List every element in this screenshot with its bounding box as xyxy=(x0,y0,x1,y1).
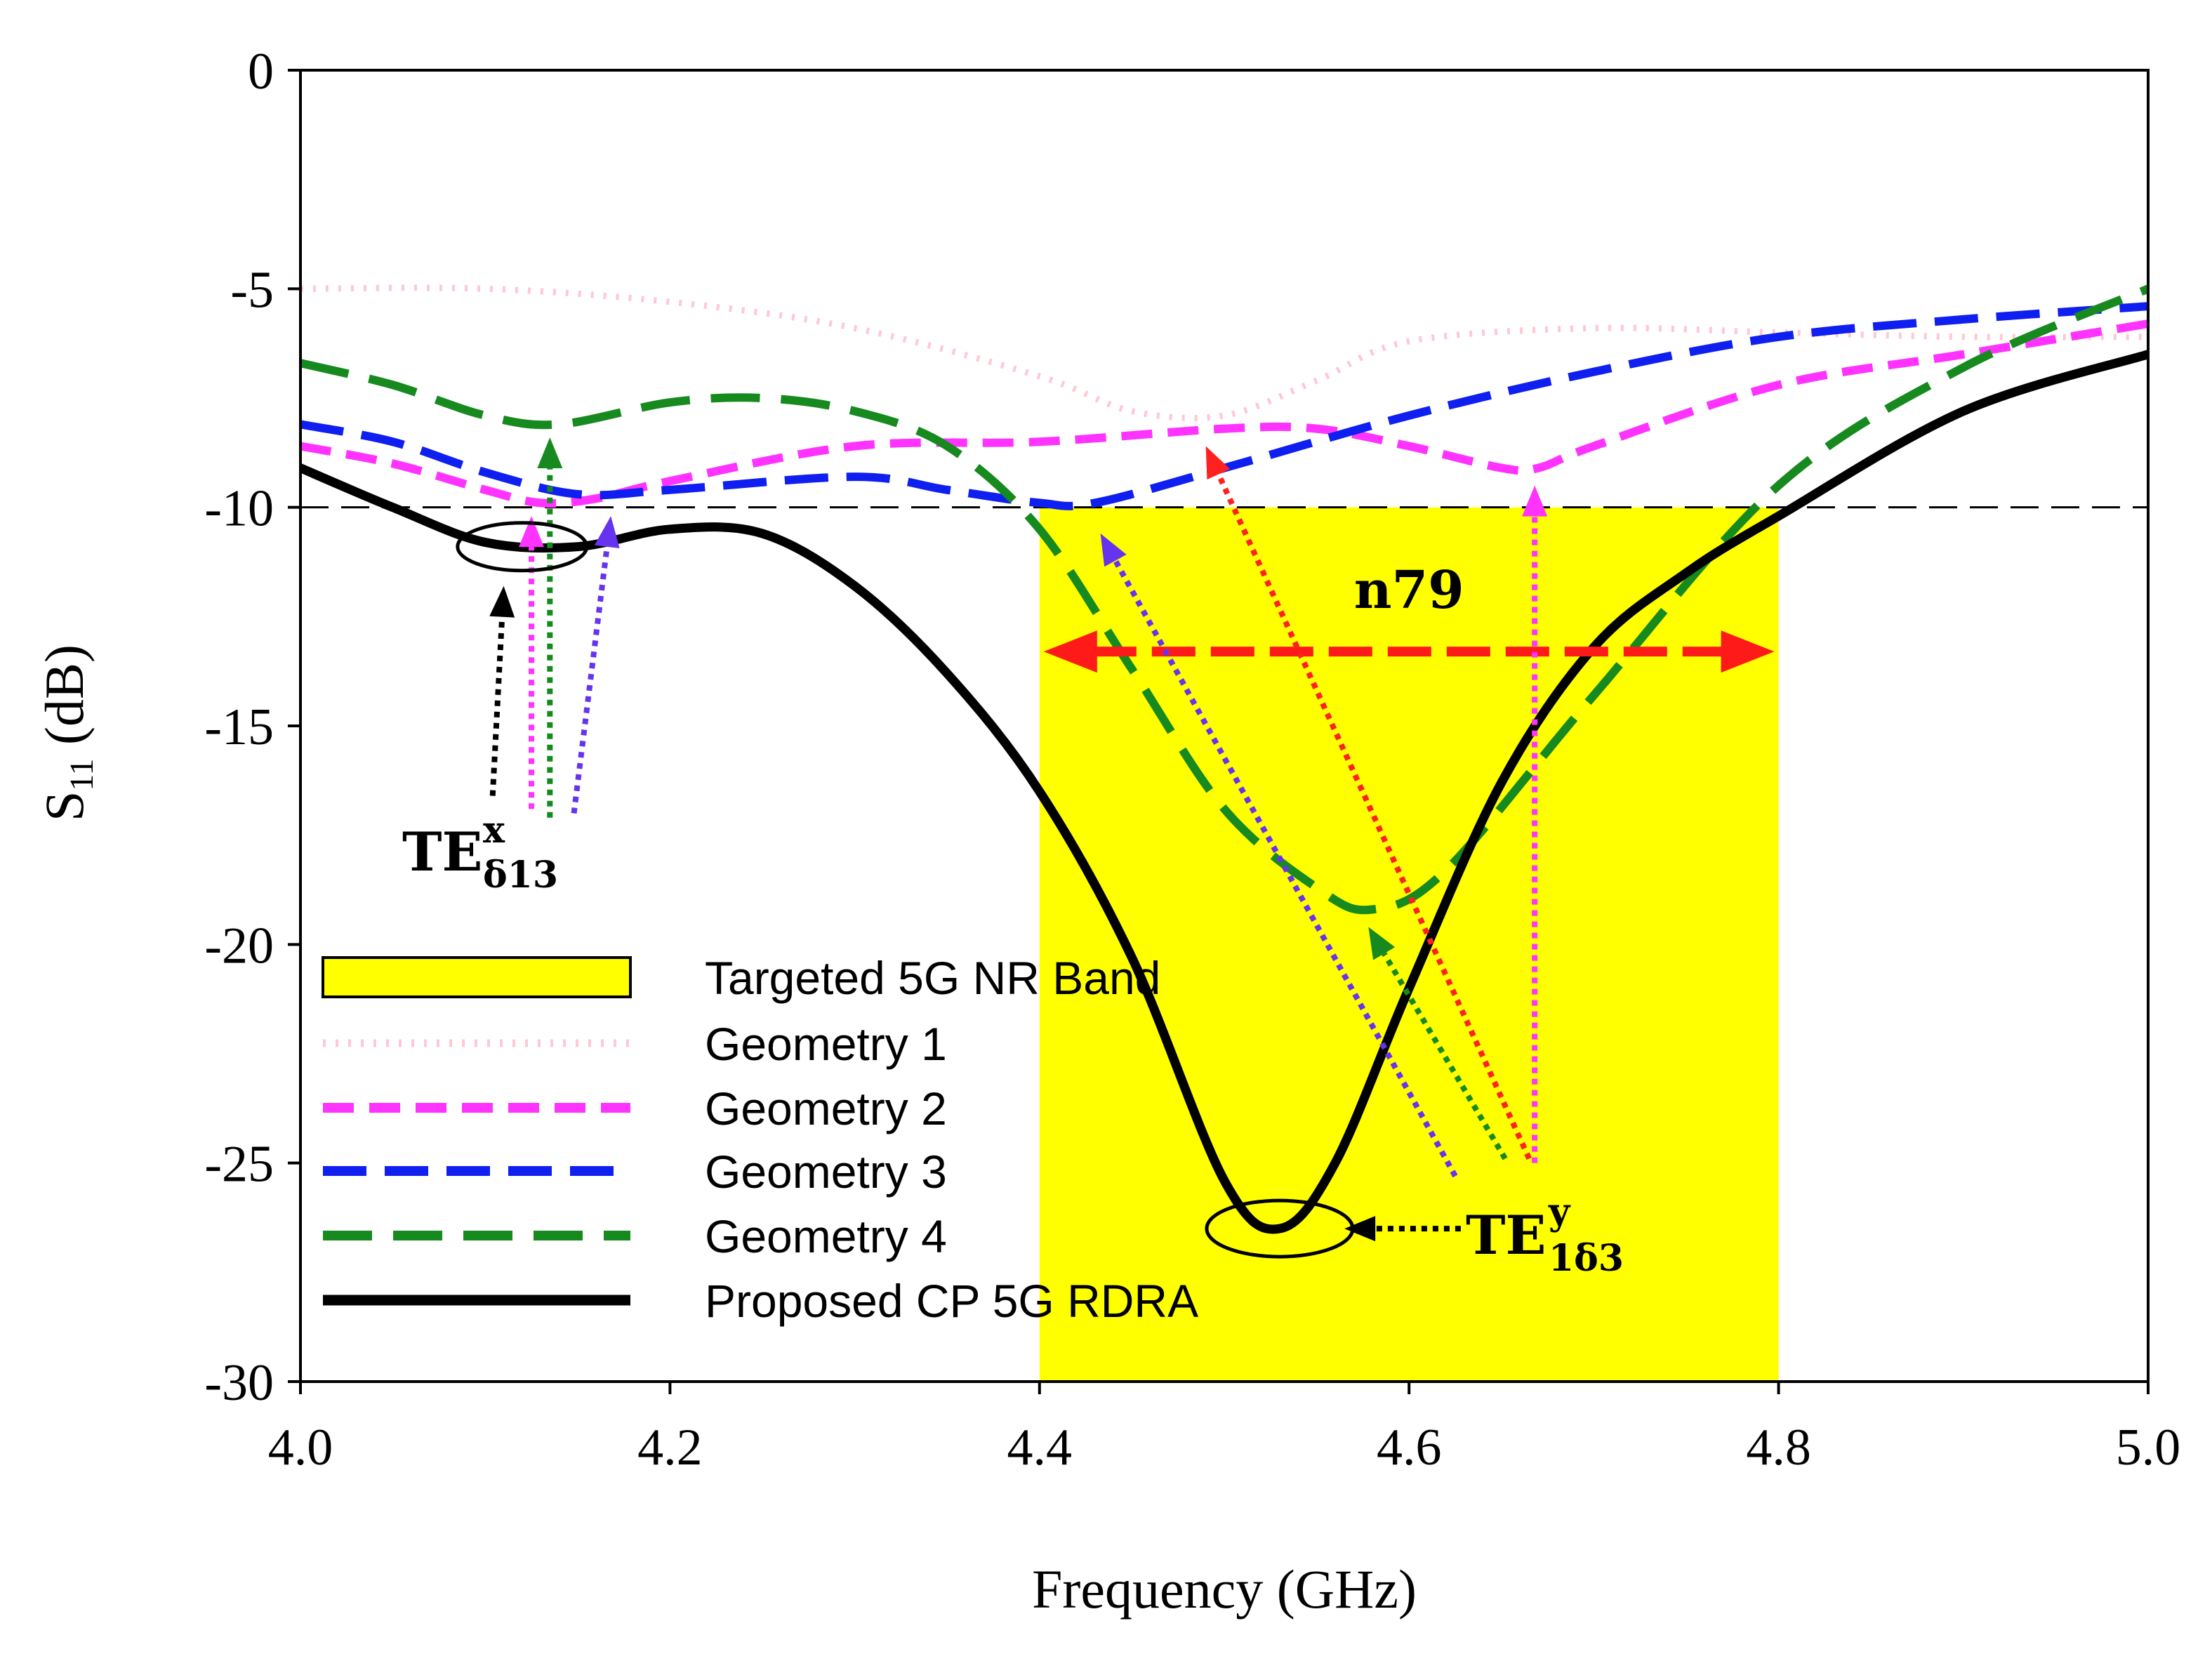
y-tick-label: -20 xyxy=(204,917,274,974)
mode-low-sub: δ13 xyxy=(483,854,558,896)
mode-high-ellipse xyxy=(1205,1198,1355,1259)
series-line-geometry-3 xyxy=(300,302,2148,510)
y-axis-title-rest: (dB) xyxy=(34,644,95,758)
annotation-arrow-6-head xyxy=(1205,446,1231,479)
annotation-arrow-5-head xyxy=(1100,534,1127,567)
legend-label-geometry-2: Geometry 2 xyxy=(705,1083,947,1134)
series-line-geometry-4 xyxy=(300,284,2148,915)
series-line-proposed-cp-5g-rdra xyxy=(300,350,2148,1234)
legend-label-geometry-3: Geometry 3 xyxy=(705,1146,947,1198)
annotation-arrow-8-head xyxy=(1522,485,1548,517)
x-tick-label: 4.6 xyxy=(1377,1419,1442,1476)
legend-label-geometry-1: Geometry 1 xyxy=(705,1018,947,1070)
y-tick-label: -5 xyxy=(230,261,274,319)
annotation-arrow-3-head xyxy=(537,437,563,469)
y-tick-label: -30 xyxy=(204,1354,274,1412)
legend-swatch-targeted-5g-nr-band xyxy=(322,956,632,998)
annotation-arrow-9-head xyxy=(1344,1216,1376,1242)
annotation-arrow-6 xyxy=(1216,472,1532,1160)
mode-high-sub: 1δ3 xyxy=(1549,1237,1624,1280)
mode-high-sup: y xyxy=(1548,1191,1571,1233)
series-line-geometry-2 xyxy=(300,319,2148,508)
x-tick-label: 4.2 xyxy=(637,1419,703,1476)
x-tick-label: 4.8 xyxy=(1746,1419,1811,1476)
legend-label-geometry-4: Geometry 4 xyxy=(705,1210,947,1262)
annotation-arrow-1-head xyxy=(489,585,515,618)
axis-ticks: 4.0 4.2 4.4 4.6 4.8 5.0 0 -5 -10 -15 -20 -25 -30 xyxy=(204,43,2180,1476)
legend: Targeted 5G NR Band Geometry 1 Geometry 2 G… xyxy=(322,952,1198,1327)
legend-label-targeted-5g-nr-band: Targeted 5G NR Band xyxy=(705,952,1160,1004)
y-axis-title-sub: 11 xyxy=(63,758,100,790)
targeted-band-area xyxy=(1039,507,1779,1382)
annotation-arrows xyxy=(489,437,1548,1242)
y-tick-label: -15 xyxy=(204,699,274,756)
annotation-arrow-1 xyxy=(489,616,505,796)
y-tick-label: -10 xyxy=(204,480,274,538)
x-axis-title: Frequency (GHz) xyxy=(1032,1559,1417,1620)
annotation-arrow-7-head xyxy=(1368,927,1396,960)
y-tick-label: 0 xyxy=(248,43,274,100)
mode-high-base: TE xyxy=(1466,1204,1546,1266)
n79-arrowhead-right xyxy=(1721,630,1775,673)
mode-high-label: TE xyxy=(1466,1204,1546,1266)
y-axis-title-main: S xyxy=(34,791,95,821)
x-tick-label: 4.4 xyxy=(1007,1419,1073,1476)
legend-label-proposed-cp-5g-rdra: Proposed CP 5G RDRA xyxy=(705,1275,1198,1327)
annotation-arrow-2-head xyxy=(519,516,544,548)
series-line-geometry-1 xyxy=(300,284,2148,422)
mode-low-base: TE xyxy=(402,821,482,883)
annotation-arrow-4-head xyxy=(594,516,620,549)
n79-arrowhead-left xyxy=(1043,630,1097,673)
n79-span-arrow xyxy=(1043,630,1775,673)
x-tick-label: 4.0 xyxy=(268,1419,333,1476)
mode-low-sup: x xyxy=(483,809,505,852)
y-tick-label: -25 xyxy=(204,1136,274,1193)
mode-low-ellipse xyxy=(456,521,589,573)
mode-low-label: TE xyxy=(402,821,482,883)
annotation-arrow-4 xyxy=(571,546,610,814)
annotation-arrow-5 xyxy=(1113,559,1458,1178)
x-tick-label: 5.0 xyxy=(2116,1419,2181,1476)
n79-label: n79 xyxy=(1354,560,1464,621)
y-axis-title: S11 (dB) xyxy=(34,644,100,821)
